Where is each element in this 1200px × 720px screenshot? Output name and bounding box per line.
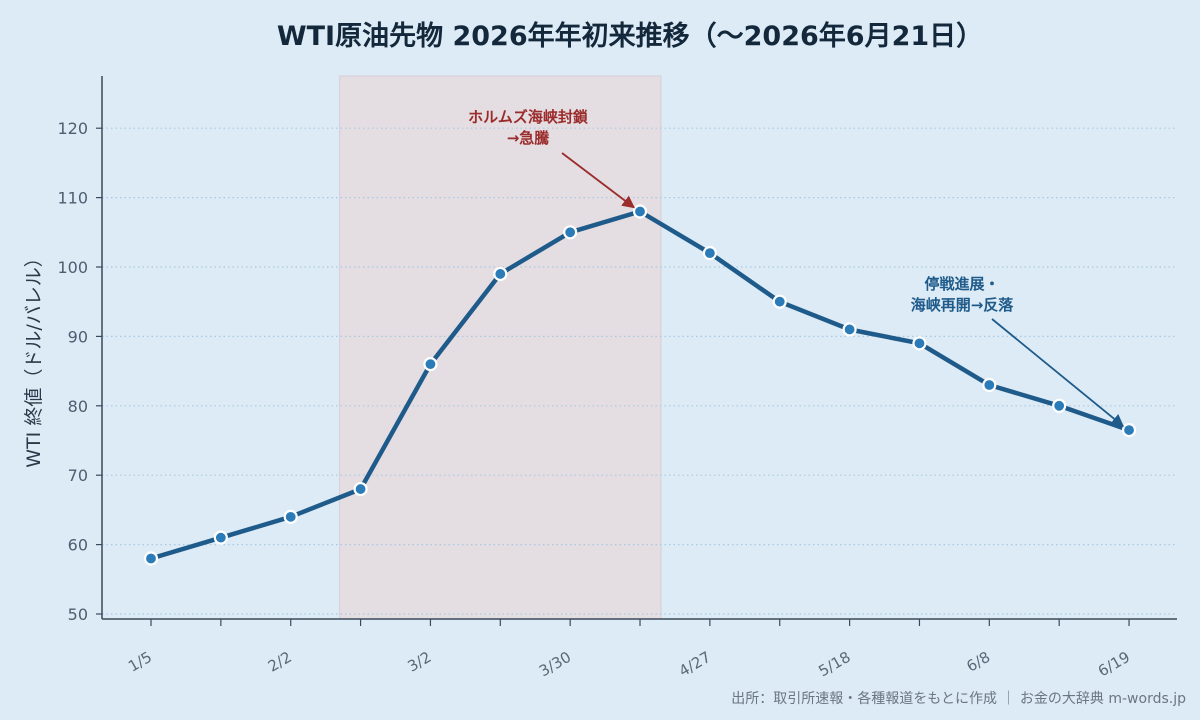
y-tick-label-50: 50 (68, 605, 88, 624)
y-tick-label-80: 80 (68, 397, 88, 416)
data-point-2-2 (283, 509, 298, 524)
chart-title: WTI原油先物 2026年年初来推移（〜2026年6月21日） (277, 20, 983, 52)
data-points (143, 204, 1137, 566)
x-tick-label-3-30: 3/30 (536, 648, 574, 680)
y-tick-label-70: 70 (68, 466, 88, 485)
data-point-6-8 (982, 377, 997, 393)
data-point-3-16 (493, 266, 508, 282)
annotation-text-1-line1: 停戦進展・ (924, 275, 999, 293)
data-point-1-19 (213, 530, 228, 545)
x-tick-label-1-5: 1/5 (125, 648, 155, 676)
x-tick-label-5-18: 5/18 (815, 648, 853, 680)
y-axis-label: WTI 終値（ドル/バレル） (23, 248, 45, 467)
shaded-period (339, 75, 662, 620)
y-tick-label-90: 90 (68, 327, 88, 346)
data-point-4-27 (702, 246, 717, 261)
annotation-arrow-0 (561, 152, 636, 209)
x-tick-label-3-2: 3/2 (405, 648, 435, 676)
source-note: 出所：取引所速報・各種報道をもとに作成 ｜ お金の大辞典 m-words.jp (731, 691, 1186, 707)
y-tick-label-110: 110 (57, 189, 88, 208)
y-ticks: 50 60 70 80 90 100 110 120 (57, 119, 102, 624)
annotation-text-0-line1: ホルムズ海峡封鎖 (468, 108, 589, 126)
x-tick-label-6-19: 6/19 (1095, 648, 1133, 680)
data-point-1-5 (143, 551, 159, 566)
data-point-3-30 (563, 225, 578, 240)
annotation-text-1-line2: 海峡再開→反落 (911, 296, 1015, 314)
x-ticks: 1/5 2/2 3/2 3/30 4/27 5/18 6/8 6/19 (125, 619, 1133, 680)
annotation-text-0-line2: →急騰 (507, 129, 551, 147)
grid-lines (102, 127, 1177, 615)
data-point-6-1 (912, 336, 927, 351)
data-point-2-16 (353, 481, 368, 497)
y-tick-label-120: 120 (57, 119, 88, 138)
x-tick-label-4-27: 4/27 (676, 648, 714, 680)
data-point-4-13 (632, 204, 648, 219)
annotation-arrow-1 (991, 318, 1125, 427)
y-tick-label-100: 100 (57, 258, 88, 277)
x-tick-label-6-8: 6/8 (963, 648, 993, 676)
data-point-3-2 (423, 357, 438, 372)
x-tick-label-2-2: 2/2 (265, 648, 295, 676)
y-tick-label-60: 60 (68, 536, 88, 555)
data-point-6-19 (1121, 422, 1137, 438)
data-point-6-15 (1052, 398, 1067, 413)
data-point-5-18 (842, 322, 857, 337)
data-point-5-11 (772, 294, 787, 309)
